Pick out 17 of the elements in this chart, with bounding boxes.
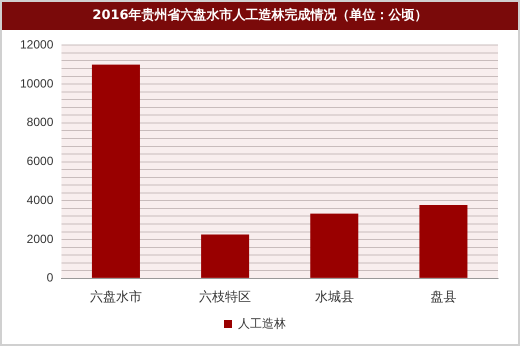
y-tick-label: 12000 <box>20 38 54 52</box>
x-tick-label: 盘县 <box>430 288 456 304</box>
bar <box>92 64 140 278</box>
bar <box>310 214 358 278</box>
y-tick-label: 8000 <box>26 115 54 130</box>
chart-title: 2016年贵州省六盘水市人工造林完成情况（单位：公顷） <box>2 2 518 30</box>
x-tick-label: 六盘水市 <box>90 288 142 304</box>
bar <box>201 234 250 278</box>
x-tick-label: 水城县 <box>314 288 354 304</box>
y-tick-label: 6000 <box>26 154 54 168</box>
legend-label: 人工造林 <box>238 316 286 330</box>
bar <box>419 204 468 278</box>
y-tick-label: 0 <box>46 270 54 285</box>
x-tick-label: 六枝特区 <box>199 288 252 304</box>
y-tick-label: 4000 <box>26 192 54 207</box>
y-tick-label: 2000 <box>26 232 54 246</box>
y-tick-label: 10000 <box>20 76 54 90</box>
